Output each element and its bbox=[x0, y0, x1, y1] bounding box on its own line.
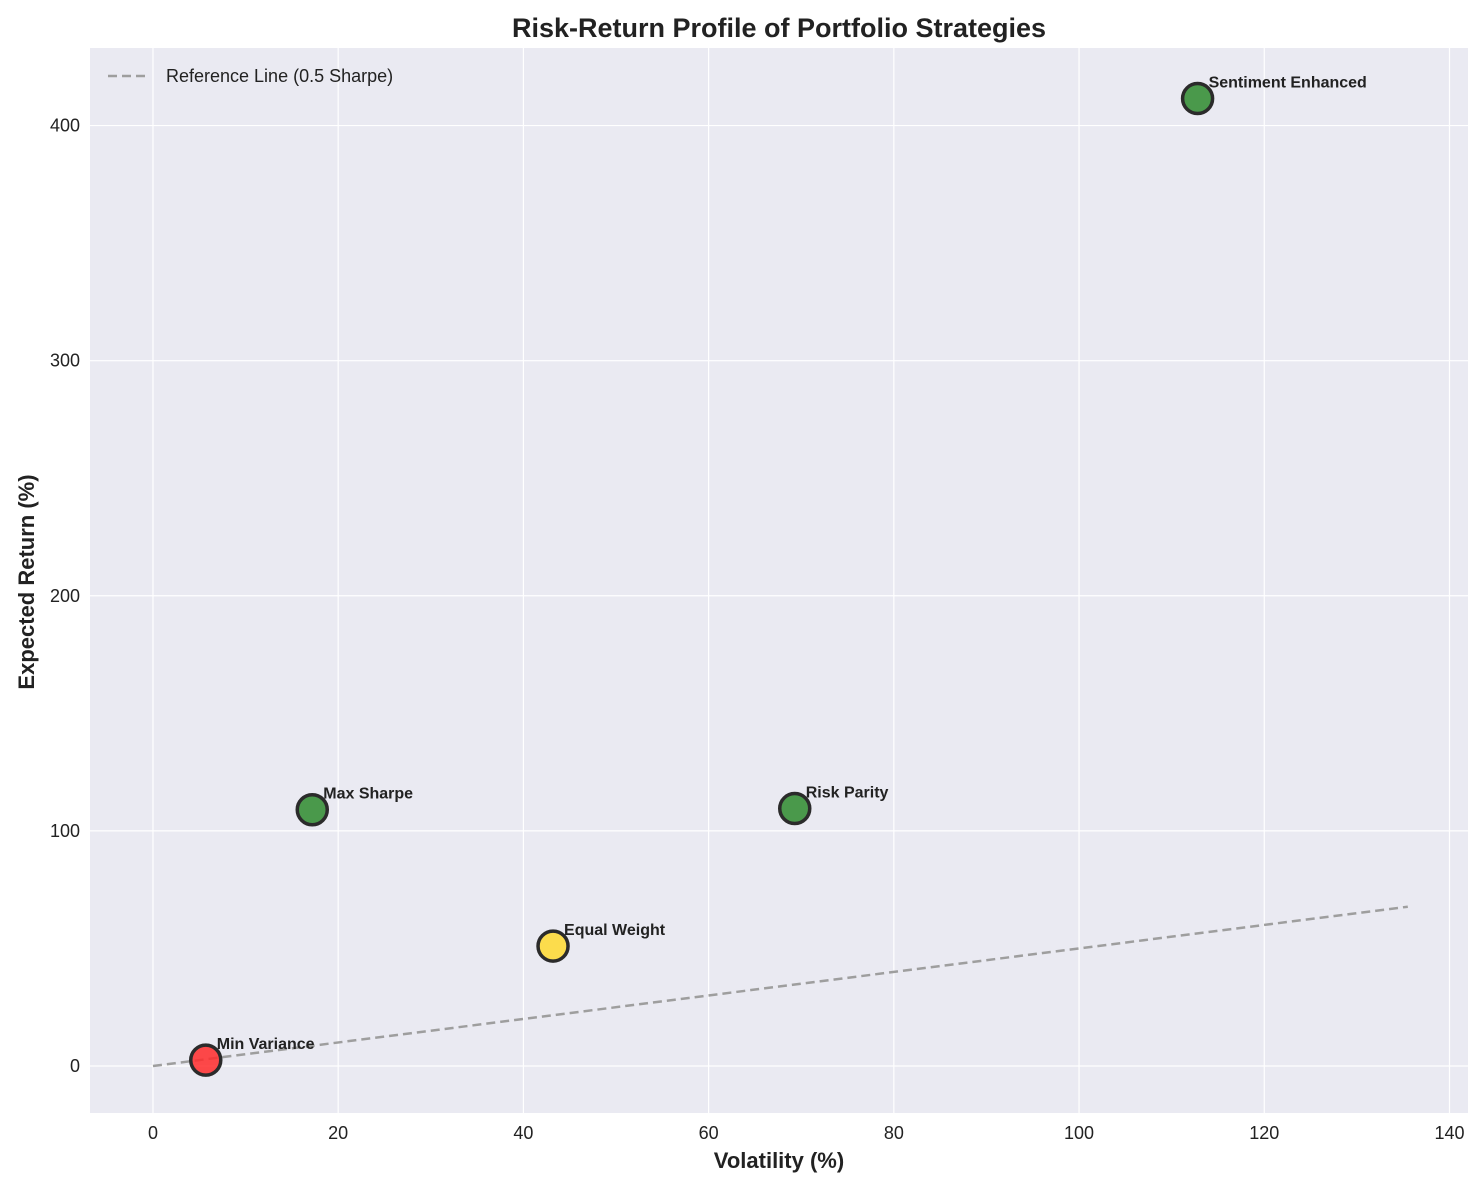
x-tick-label: 20 bbox=[328, 1123, 348, 1143]
y-axis-label: Expected Return (%) bbox=[14, 474, 39, 689]
x-tick-label: 80 bbox=[884, 1123, 904, 1143]
y-tick-labels: 0 100 200 300 400 bbox=[50, 116, 80, 1076]
x-tick-label: 0 bbox=[148, 1123, 158, 1143]
point-label: Max Sharpe bbox=[323, 786, 413, 803]
x-tick-label: 140 bbox=[1434, 1123, 1464, 1143]
y-tick-label: 100 bbox=[50, 821, 80, 841]
x-axis-label: Volatility (%) bbox=[714, 1148, 844, 1173]
chart-title: Risk-Return Profile of Portfolio Strateg… bbox=[512, 13, 1046, 43]
y-tick-label: 300 bbox=[50, 351, 80, 371]
point-label: Min Variance bbox=[217, 1036, 315, 1053]
x-tick-label: 100 bbox=[1064, 1123, 1094, 1143]
data-point bbox=[777, 791, 812, 826]
x-tick-label: 40 bbox=[513, 1123, 533, 1143]
x-tick-label: 60 bbox=[699, 1123, 719, 1143]
data-point bbox=[536, 929, 570, 963]
reference-line bbox=[152, 905, 1408, 1068]
legend: Reference Line (0.5 Sharpe) bbox=[108, 66, 393, 86]
legend-label: Reference Line (0.5 Sharpe) bbox=[166, 66, 393, 86]
y-tick-label: 400 bbox=[50, 116, 80, 136]
point-labels: Min Variance Max Sharpe Equal Weight Risk P… bbox=[217, 75, 1367, 1054]
y-tick-label: 200 bbox=[50, 586, 80, 606]
data-point bbox=[295, 792, 330, 827]
y-tick-label: 0 bbox=[70, 1056, 80, 1076]
point-label: Equal Weight bbox=[564, 922, 666, 939]
point-label: Sentiment Enhanced bbox=[1209, 75, 1367, 92]
grid bbox=[90, 48, 1468, 1113]
x-tick-labels: 0 20 40 60 80 100 120 140 bbox=[148, 1123, 1465, 1143]
data-point bbox=[1180, 81, 1215, 116]
x-tick-label: 120 bbox=[1249, 1123, 1279, 1143]
data-points bbox=[189, 81, 1215, 1077]
data-point bbox=[189, 1043, 223, 1077]
plot-background bbox=[90, 48, 1468, 1113]
point-label: Risk Parity bbox=[806, 785, 889, 802]
